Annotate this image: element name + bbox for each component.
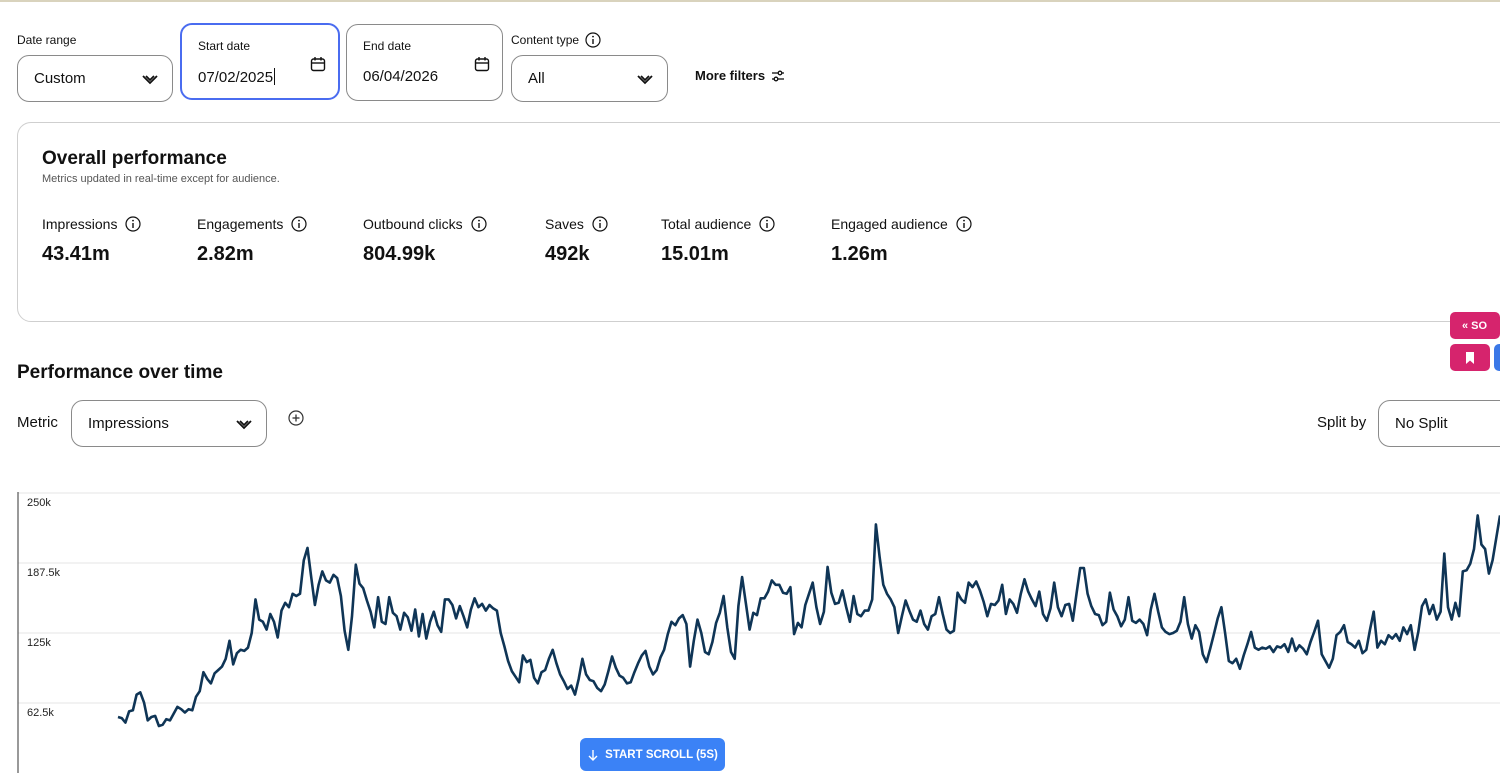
chevron-down-icon <box>637 75 653 85</box>
metric-value: 43.41m <box>42 243 110 265</box>
collapse-panel-button[interactable]: « SO <box>1450 312 1500 339</box>
collapse-panel-label: « SO <box>1462 319 1488 332</box>
add-metric-icon[interactable] <box>288 410 304 426</box>
metric-label: Engagements <box>197 216 284 232</box>
top-divider <box>0 0 1500 2</box>
metric-value: 1.26m <box>831 243 888 265</box>
metric-engaged-audience: Engaged audience 1.26m <box>831 216 972 266</box>
metric-label: Total audience <box>661 216 752 232</box>
metric-impressions: Impressions 43.41m <box>42 216 142 266</box>
start-scroll-button[interactable]: START SCROLL (5S) <box>580 738 725 771</box>
metric-label: Outbound clicks <box>363 216 463 232</box>
y-tick-label: 250k <box>27 497 51 509</box>
performance-title: Performance over time <box>17 362 223 383</box>
metric-saves: Saves 492k <box>545 216 608 266</box>
y-axis-ticks: 250k 187.5k 125k 62.5k <box>27 497 61 719</box>
calendar-icon[interactable] <box>474 56 490 72</box>
metric-value: 804.99k <box>363 243 436 265</box>
metric-select-value: Impressions <box>88 415 169 432</box>
info-icon[interactable] <box>592 216 608 232</box>
date-range-label: Date range <box>17 33 77 47</box>
overall-performance-title: Overall performance <box>42 148 227 169</box>
bookmark-button[interactable] <box>1450 344 1490 371</box>
split-by-select[interactable]: No Split <box>1378 400 1500 447</box>
date-range-select[interactable]: Custom <box>17 55 173 102</box>
metric-value: 2.82m <box>197 243 254 265</box>
metric-total-audience: Total audience 15.01m <box>661 216 775 266</box>
metric-select[interactable]: Impressions <box>71 400 267 447</box>
split-by-label: Split by <box>1317 414 1367 431</box>
content-type-value: All <box>528 70 545 87</box>
end-date-label: End date <box>363 39 412 53</box>
more-filters-label: More filters <box>695 68 766 83</box>
metric-value: 15.01m <box>661 243 729 265</box>
calendar-icon[interactable] <box>310 56 326 72</box>
content-type-select[interactable]: All <box>511 55 668 102</box>
metric-outbound-clicks: Outbound clicks 804.99k <box>363 216 487 266</box>
end-date-value: 06/04/2026 <box>363 68 439 85</box>
date-range-value: Custom <box>34 70 86 87</box>
metric-label: Engaged audience <box>831 216 948 232</box>
info-icon[interactable] <box>956 216 972 232</box>
start-date-field[interactable]: Start date 07/02/2025 <box>180 23 340 100</box>
sliders-icon <box>772 70 785 81</box>
info-icon[interactable] <box>471 216 487 232</box>
text-cursor <box>274 68 276 85</box>
overall-performance-card: Overall performance Metrics updated in r… <box>17 122 1500 322</box>
metric-label: Impressions <box>42 216 118 232</box>
chevron-down-icon <box>236 420 252 430</box>
chart-gridlines <box>18 492 1500 704</box>
y-tick-label: 125k <box>27 637 51 649</box>
metric-label: Saves <box>545 216 584 232</box>
split-by-value: No Split <box>1395 415 1448 432</box>
start-scroll-label: START SCROLL (5S) <box>605 748 718 761</box>
info-icon[interactable] <box>125 216 142 232</box>
impressions-line-chart: 250k 187.5k 125k 62.5k <box>17 492 1500 773</box>
metric-engagements: Engagements 2.82m <box>197 216 308 266</box>
impressions-series-line <box>117 514 1500 728</box>
metric-select-label: Metric <box>17 414 58 431</box>
start-date-value: 07/02/2025 <box>198 69 274 86</box>
bookmark-icon <box>1466 351 1474 364</box>
info-icon[interactable] <box>759 216 775 232</box>
start-date-label: Start date <box>198 39 251 53</box>
overall-performance-subtitle: Metrics updated in real-time except for … <box>42 173 280 185</box>
chevron-down-icon <box>142 75 158 85</box>
arrow-down-icon <box>588 749 598 761</box>
metric-value: 492k <box>545 243 590 265</box>
more-filters-button[interactable]: More filters <box>695 68 785 83</box>
side-action-button[interactable] <box>1494 344 1500 371</box>
y-tick-label: 187.5k <box>27 567 61 579</box>
info-icon[interactable] <box>585 32 601 48</box>
y-tick-label: 62.5k <box>27 707 54 719</box>
info-icon[interactable] <box>291 216 308 232</box>
content-type-label: Content type <box>511 33 580 47</box>
end-date-field[interactable]: End date 06/04/2026 <box>346 24 503 101</box>
